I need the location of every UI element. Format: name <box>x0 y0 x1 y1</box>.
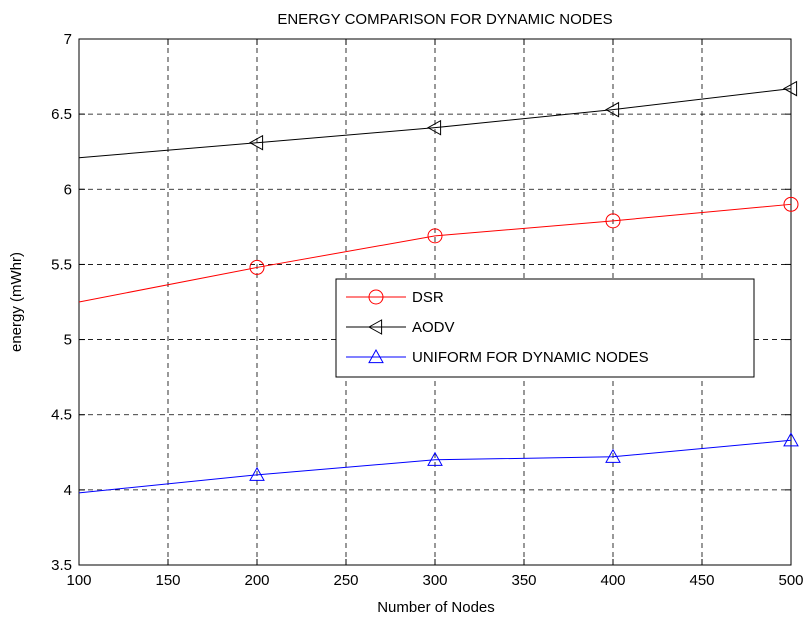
y-tick-label: 6.5 <box>51 106 72 123</box>
legend-label-dsr: DSR <box>412 289 444 306</box>
legend-box <box>335 278 755 378</box>
series-group <box>78 80 799 494</box>
legend-label-uniform-for-dynamic-nodes: UNIFORM FOR DYNAMIC NODES <box>412 349 649 366</box>
series-line-aodv <box>78 88 792 159</box>
x-axis-label: Number of Nodes <box>377 599 495 616</box>
chart-title: ENERGY COMPARISON FOR DYNAMIC NODES <box>277 11 612 28</box>
y-tick-label: 3.5 <box>51 557 72 574</box>
x-tick-label: 350 <box>511 572 536 589</box>
data-point-aodv <box>604 101 620 118</box>
legend: DSR AODV UNIFORM FOR DYNAMIC NODES <box>335 278 755 378</box>
legend-marker-dsr <box>368 289 384 305</box>
legend-marker-uniform-for-dynamic-nodes <box>368 348 384 364</box>
axis-ticks: 100 150 200 250 300 350 400 450 500 3.5 4 4.5 5 5.5 6 6… <box>51 31 803 589</box>
series-line-dsr <box>78 203 792 303</box>
x-tick-label: 300 <box>422 572 447 589</box>
y-axis-label: energy (mWhr) <box>8 252 25 352</box>
data-point-aodv <box>426 119 442 136</box>
x-tick-label: 100 <box>66 572 91 589</box>
y-tick-label: 5 <box>64 332 72 349</box>
data-point-dsr <box>427 228 443 244</box>
x-tick-label: 450 <box>689 572 714 589</box>
x-tick-label: 250 <box>333 572 358 589</box>
legend-marker-aodv <box>367 319 383 335</box>
data-point-dsr <box>783 196 799 212</box>
y-tick-label: 6 <box>64 181 72 198</box>
data-point-uniform-for-dynamic-nodes <box>249 466 265 481</box>
x-tick-label: 500 <box>778 572 803 589</box>
series-line-uniform-for-dynamic-nodes <box>78 439 792 494</box>
x-tick-label: 150 <box>155 572 180 589</box>
data-point-aodv <box>782 80 798 97</box>
y-tick-label: 4 <box>64 482 72 499</box>
x-tick-label: 200 <box>244 572 269 589</box>
y-tick-label: 5.5 <box>51 256 72 273</box>
data-point-aodv <box>248 134 264 151</box>
data-point-dsr <box>605 213 621 229</box>
data-point-uniform-for-dynamic-nodes <box>605 448 621 463</box>
x-tick-label: 400 <box>600 572 625 589</box>
data-point-dsr <box>249 259 265 275</box>
data-point-uniform-for-dynamic-nodes <box>427 451 443 466</box>
y-tick-label: 4.5 <box>51 407 72 424</box>
data-point-uniform-for-dynamic-nodes <box>783 432 799 447</box>
y-tick-label: 7 <box>64 31 72 48</box>
legend-label-aodv: AODV <box>412 319 455 336</box>
